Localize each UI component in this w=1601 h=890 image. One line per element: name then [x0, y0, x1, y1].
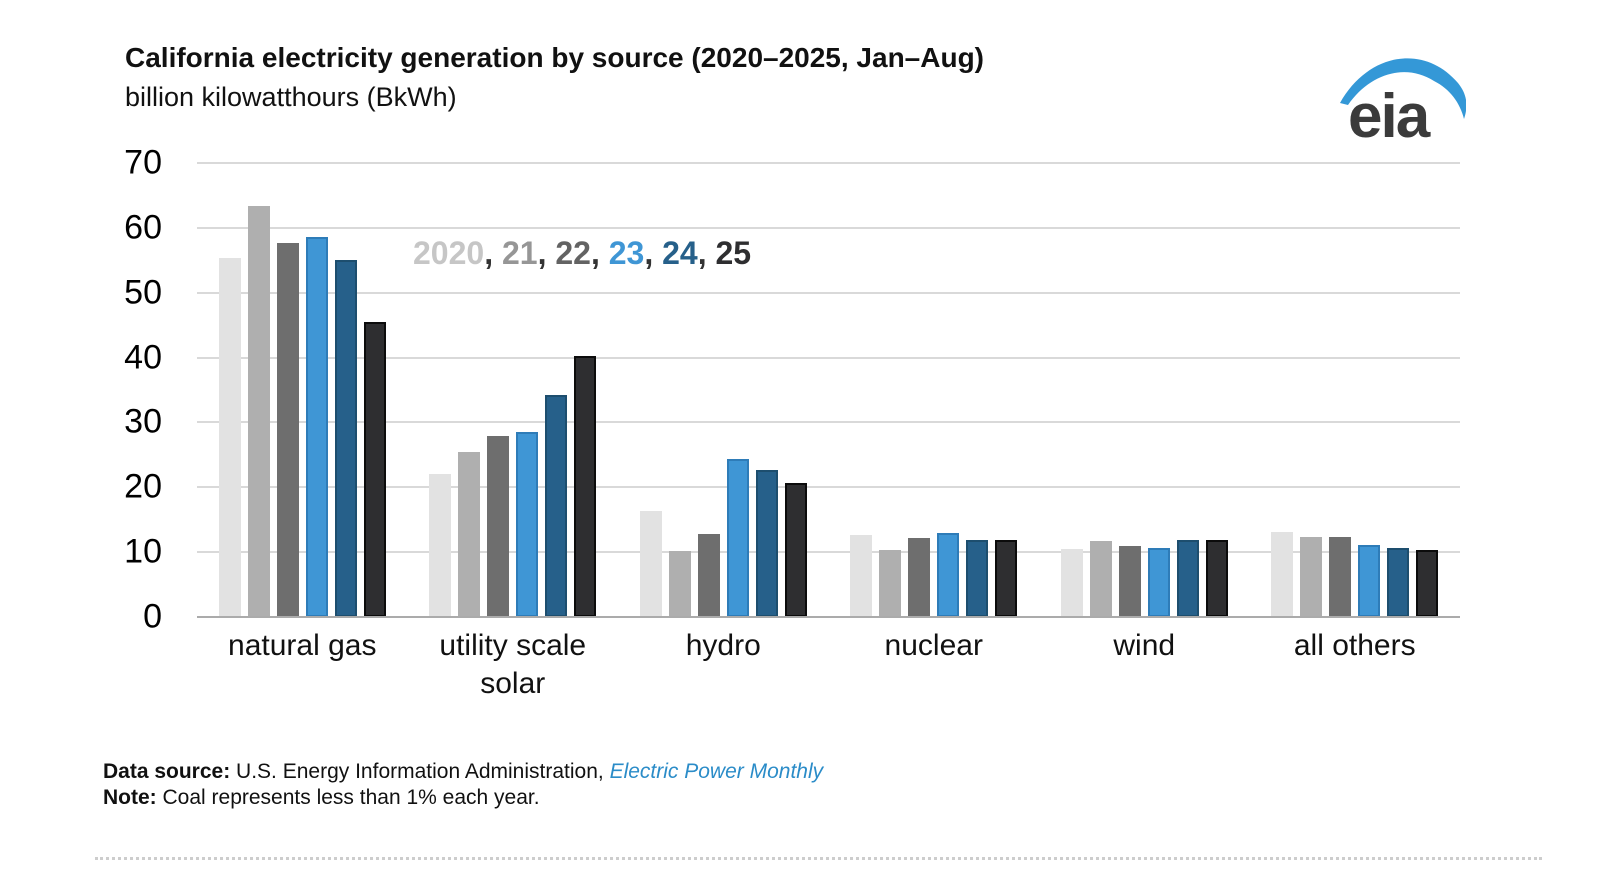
y-axis-tick-label: 0 [143, 597, 162, 636]
bar-group [197, 163, 408, 617]
bar-21 [668, 550, 691, 617]
data-source-label: Data source: [103, 760, 231, 783]
x-axis-category-label: natural gas [228, 629, 377, 662]
eia-logo: eia [1340, 58, 1466, 142]
bar-group [829, 163, 1040, 617]
legend-separator: , [644, 235, 663, 271]
bar-24 [966, 539, 989, 617]
chart-subtitle: billion kilowatthours (BkWh) [125, 82, 457, 112]
bar-23 [1358, 545, 1381, 617]
gridline [197, 162, 1460, 164]
plot-area [197, 162, 1460, 618]
data-source-line: Data source: U.S. Energy Information Adm… [103, 759, 823, 785]
bar-22 [1329, 537, 1352, 617]
bar-23 [1147, 548, 1170, 617]
x-axis-category-label: all others [1293, 629, 1416, 662]
bar-23 [937, 532, 960, 617]
legend-separator: , [484, 235, 502, 271]
legend-item-21: 21 [501, 235, 538, 271]
x-axis-category-label: nuclear [884, 629, 983, 662]
bar-2020 [850, 535, 873, 617]
bar-2020 [1060, 548, 1083, 617]
y-axis-tick-label: 50 [124, 273, 162, 312]
legend-item-23: 23 [608, 235, 645, 271]
bar-21 [879, 549, 902, 617]
logo-text: eia [1348, 82, 1431, 142]
bar-25 [784, 482, 807, 617]
gridline [197, 291, 1460, 294]
bar-25 [1416, 549, 1439, 617]
note-text: Coal represents less than 1% each year. [156, 786, 540, 809]
legend: 2020, 21, 22, 23, 24, 25 [413, 235, 751, 272]
y-axis: 70 60 50 40 30 20 10 0 [0, 144, 180, 636]
bar-23 [305, 236, 328, 617]
bar-21 [458, 452, 481, 617]
y-axis-tick-label: 30 [124, 402, 162, 441]
legend-separator: , [590, 235, 609, 271]
bar-25 [995, 540, 1018, 617]
logo-swoosh-icon [1340, 58, 1466, 119]
legend-item-22: 22 [555, 235, 591, 271]
chart-title: California electricity generation by sou… [125, 42, 985, 73]
gridline [197, 486, 1460, 489]
legend-item-2020: 2020 [413, 235, 485, 271]
bar-2020 [218, 257, 241, 617]
bar-23 [726, 459, 749, 617]
legend-separator: , [537, 235, 556, 271]
x-axis-category-label: wind [1113, 629, 1176, 662]
note-line: Note: Coal represents less than 1% each … [103, 785, 823, 811]
bar-24 [334, 260, 357, 617]
bar-21 [1089, 541, 1112, 617]
gridline [197, 551, 1460, 554]
bar-group [1250, 163, 1461, 617]
bar-22 [1118, 545, 1141, 617]
y-axis-tick-label: 70 [124, 143, 162, 182]
data-source-link[interactable]: Electric Power Monthly [609, 760, 824, 783]
bar-23 [516, 432, 539, 617]
bar-22 [276, 242, 299, 617]
y-axis-tick-label: 10 [124, 532, 162, 571]
bar-group [1039, 163, 1250, 617]
x-axis-line [197, 616, 1460, 618]
bar-2020 [429, 474, 452, 617]
bar-25 [363, 321, 386, 617]
x-axis-category-label: utility scale solar [439, 629, 587, 700]
bar-25 [1205, 540, 1228, 617]
bar-24 [755, 470, 778, 617]
y-axis-tick-label: 40 [124, 338, 162, 377]
gridline [197, 356, 1460, 359]
bar-24 [1176, 540, 1199, 617]
bar-25 [574, 356, 597, 617]
legend-item-25: 25 [715, 235, 752, 271]
y-axis-tick-label: 20 [124, 467, 162, 506]
gridline [197, 421, 1460, 424]
note-label: Note: [103, 786, 157, 809]
bar-22 [697, 533, 720, 617]
legend-item-24: 24 [662, 235, 698, 271]
bar-24 [1387, 548, 1410, 617]
bar-group [408, 163, 619, 617]
legend-separator: , [697, 235, 716, 271]
bar-2020 [1271, 532, 1294, 617]
bar-groups [197, 163, 1460, 617]
bar-2020 [639, 511, 662, 617]
y-axis-tick-label: 60 [124, 208, 162, 247]
bar-21 [1300, 537, 1323, 617]
data-source-text: U.S. Energy Information Administration, [230, 760, 610, 783]
x-axis-labels: natural gas utility scale solar hydro nucle… [197, 627, 1460, 702]
x-axis-category-label: hydro [685, 629, 761, 662]
bar-22 [487, 436, 510, 617]
gridline [197, 226, 1460, 229]
bar-22 [908, 537, 931, 617]
bar-21 [247, 206, 270, 617]
bar-group [618, 163, 829, 617]
bar-24 [545, 394, 568, 617]
bottom-dotted-divider [95, 857, 1542, 860]
footer: Data source: U.S. Energy Information Adm… [103, 759, 823, 811]
